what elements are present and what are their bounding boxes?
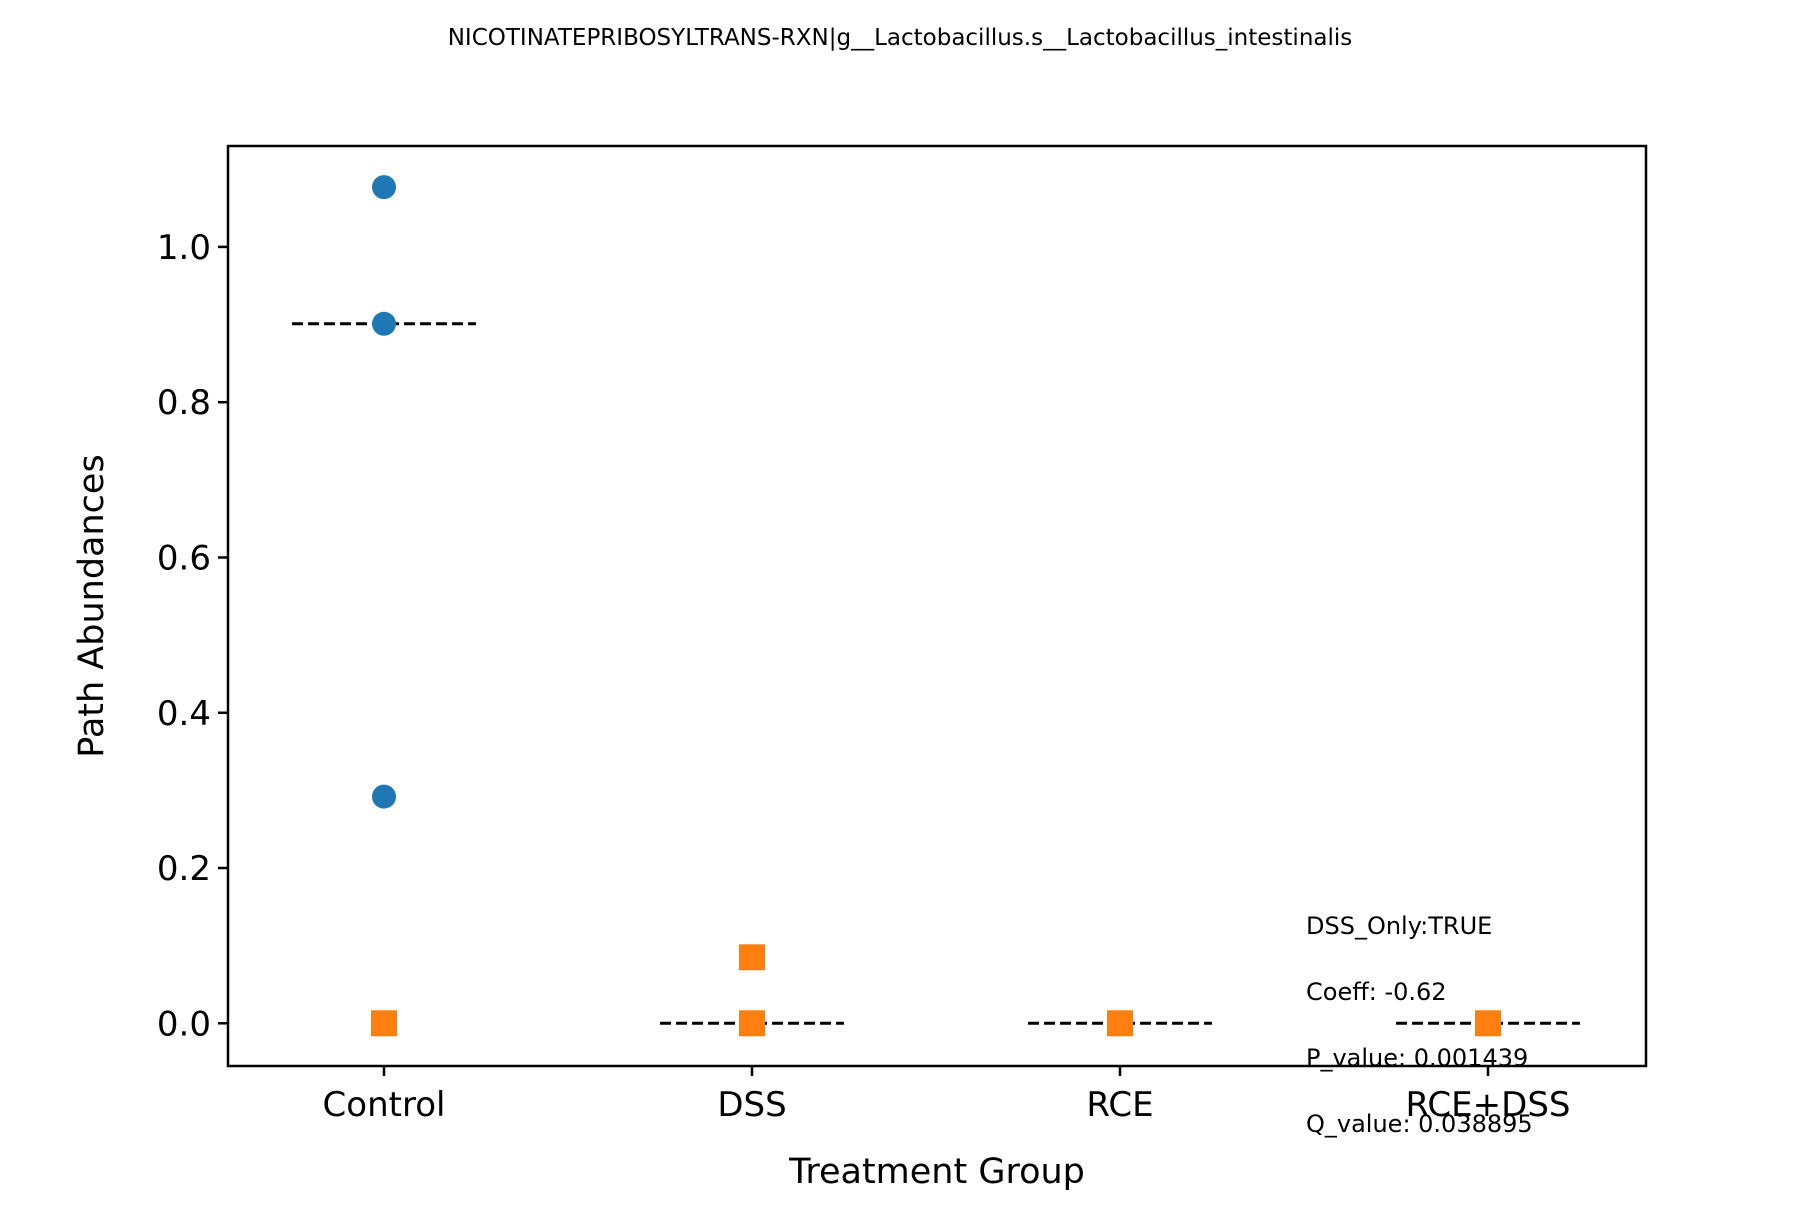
data-points (371, 175, 1501, 1037)
data-point-square (739, 944, 765, 971)
stat-annotation: P_value: 0.001439 (1306, 1044, 1528, 1072)
data-point-circle (372, 175, 396, 200)
stats-annotations: DSS_Only:TRUE Coeff: -0.62 P_value: 0.0014… (1306, 912, 1533, 1138)
x-tick-label: RCE (1086, 1085, 1153, 1125)
data-point-square (1107, 1010, 1133, 1037)
y-tick-label: 0.6 (157, 538, 211, 578)
plot-area-frame (226, 144, 1648, 1068)
x-tick-label: DSS (717, 1085, 786, 1125)
y-tick-label: 0.8 (157, 383, 211, 423)
stat-annotation: Coeff: -0.62 (1306, 978, 1447, 1006)
data-point-circle (372, 311, 396, 336)
stat-annotation: Q_value: 0.038895 (1306, 1110, 1533, 1138)
y-tick-label: 1.0 (157, 228, 211, 268)
chart-title: NICOTINATEPRIBOSYLTRANS-RXN|g__Lactobaci… (448, 25, 1353, 51)
x-tick-label: RCE+DSS (1406, 1085, 1571, 1125)
y-tick-label: 0.0 (157, 1004, 211, 1044)
x-tick-label: Control (323, 1085, 446, 1125)
median-lines (292, 322, 1580, 1025)
data-point-circle (372, 784, 396, 809)
data-point-square (1475, 1010, 1501, 1037)
data-point-square (739, 1010, 765, 1037)
y-axis: 0.0 0.2 0.4 0.6 0.8 1.0 (157, 228, 228, 1044)
y-tick-label: 0.2 (157, 849, 211, 889)
stat-annotation: DSS_Only:TRUE (1306, 912, 1492, 940)
x-axis-label: Treatment Group (788, 1152, 1085, 1192)
data-point-square (371, 1010, 397, 1037)
y-tick-label: 0.4 (157, 694, 211, 734)
y-axis-label: Path Abundances (72, 454, 112, 757)
x-axis: Control DSS RCE RCE+DSS (323, 1066, 1571, 1125)
